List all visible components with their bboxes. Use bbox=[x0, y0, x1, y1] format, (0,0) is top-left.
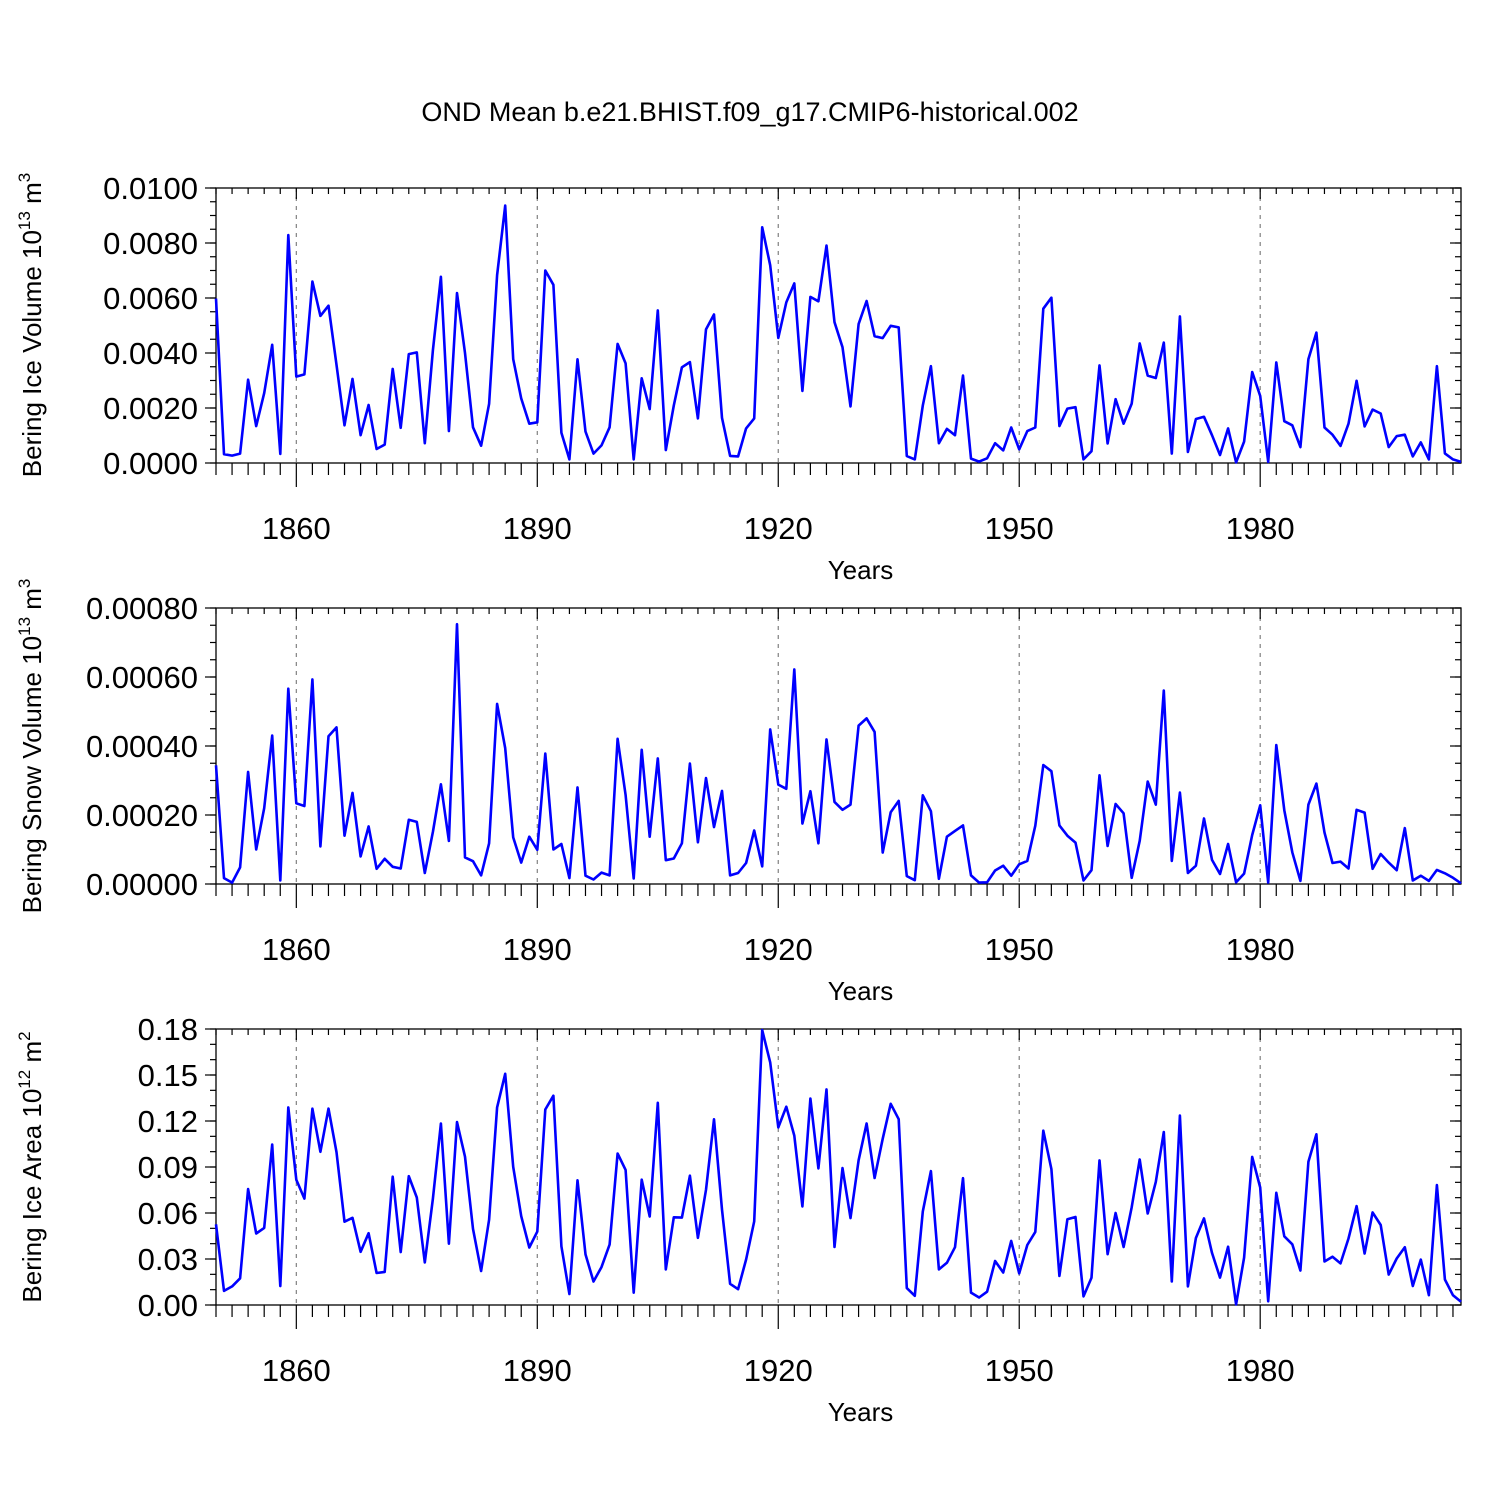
x-tick-label: 1860 bbox=[262, 511, 331, 546]
x-tick-label: 1920 bbox=[744, 1353, 813, 1388]
plot-frame bbox=[215, 607, 1462, 885]
x-axis-label: Years bbox=[828, 555, 894, 585]
y-tick-label: 0.0020 bbox=[103, 391, 198, 426]
y-axis-label: Bering Snow Volume 1013 m3 bbox=[15, 579, 47, 914]
y-tick-label: 0.00080 bbox=[86, 591, 198, 626]
y-tick-label: 0.15 bbox=[138, 1058, 198, 1093]
x-tick-label: 1980 bbox=[1226, 1353, 1295, 1388]
y-tick-label: 0.00000 bbox=[86, 867, 198, 902]
x-tick-label: 1860 bbox=[262, 1353, 331, 1388]
x-tick-label: 1890 bbox=[503, 1353, 572, 1388]
chart-panel: 0.00 0.03 0.06 0.09 0.12 0.15 0.18 1860 1890 1920… bbox=[15, 1012, 1462, 1427]
y-tick-label: 0.06 bbox=[138, 1196, 198, 1231]
y-tick-label: 0.18 bbox=[138, 1012, 198, 1047]
chart-panel: 0.0000 0.0020 0.0040 0.0060 0.0080 0.0100 1860… bbox=[15, 171, 1462, 585]
x-axis-label: Years bbox=[828, 976, 894, 1006]
x-tick-label: 1950 bbox=[985, 1353, 1054, 1388]
y-tick-label: 0.03 bbox=[138, 1242, 198, 1277]
y-tick-label: 0.0000 bbox=[103, 446, 198, 481]
x-tick-label: 1920 bbox=[744, 511, 813, 546]
figure-title: OND Mean b.e21.BHIST.f09_g17.CMIP6-histo… bbox=[421, 97, 1078, 127]
plot-frame bbox=[215, 187, 1462, 464]
data-series-line bbox=[214, 622, 1462, 885]
y-axis-label: Bering Ice Area 1012 m2 bbox=[15, 1031, 47, 1302]
data-series-line bbox=[214, 1028, 1462, 1306]
y-tick-label: 0.0040 bbox=[103, 336, 198, 371]
x-tick-label: 1890 bbox=[503, 932, 572, 967]
data-series-line bbox=[214, 204, 1462, 464]
y-tick-label: 0.00040 bbox=[86, 729, 198, 764]
y-axis-label: Bering Ice Volume 1013 m3 bbox=[15, 173, 47, 477]
x-tick-label: 1860 bbox=[262, 932, 331, 967]
chart-panel: 0.00000 0.00020 0.00040 0.00060 0.00080 1860 1… bbox=[15, 579, 1462, 1006]
y-tick-label: 0.12 bbox=[138, 1104, 198, 1139]
x-axis-label: Years bbox=[828, 1397, 894, 1427]
x-tick-label: 1890 bbox=[503, 511, 572, 546]
x-tick-label: 1980 bbox=[1226, 511, 1295, 546]
y-tick-label: 0.00 bbox=[138, 1288, 198, 1323]
y-tick-label: 0.09 bbox=[138, 1150, 198, 1185]
x-tick-label: 1950 bbox=[985, 511, 1054, 546]
x-tick-label: 1920 bbox=[744, 932, 813, 967]
y-tick-label: 0.00020 bbox=[86, 798, 198, 833]
x-tick-label: 1980 bbox=[1226, 932, 1295, 967]
y-tick-label: 0.0080 bbox=[103, 226, 198, 261]
x-tick-label: 1950 bbox=[985, 932, 1054, 967]
y-tick-label: 0.00060 bbox=[86, 660, 198, 695]
panels: 0.0000 0.0020 0.0040 0.0060 0.0080 0.0100 1860… bbox=[15, 171, 1462, 1427]
y-tick-label: 0.0100 bbox=[103, 171, 198, 206]
y-tick-label: 0.0060 bbox=[103, 281, 198, 316]
plot-frame bbox=[215, 1028, 1462, 1306]
